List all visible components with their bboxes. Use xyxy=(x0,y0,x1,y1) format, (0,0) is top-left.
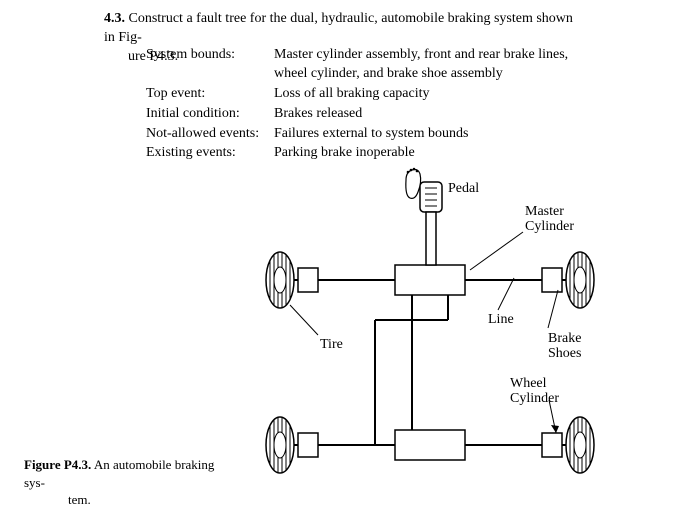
brake-diagram: Pedal Master Cylinder Line Tire Brake Sh… xyxy=(230,170,630,480)
figure-caption: Figure P4.3. An automobile braking sys- … xyxy=(24,456,234,509)
spec-label: Initial condition: xyxy=(146,105,274,124)
spec-label: Not-allowed events: xyxy=(146,125,274,144)
problem-text-line1: Construct a fault tree for the dual, hyd… xyxy=(104,11,573,45)
label-pedal: Pedal xyxy=(448,181,479,196)
spec-row: Top event: Loss of all braking capacity xyxy=(146,85,594,104)
spec-row: Not-allowed events: Failures external to… xyxy=(146,125,594,144)
label-wheel: Wheel xyxy=(510,376,547,391)
spec-value: Master cylinder assembly, front and rear… xyxy=(274,46,594,84)
label-brake: Brake xyxy=(548,331,581,346)
caption-bold: Figure P4.3. xyxy=(24,457,91,472)
pedal-icon xyxy=(406,168,442,265)
label-line: Line xyxy=(488,312,514,327)
spec-value: Parking brake inoperable xyxy=(274,144,594,163)
label-tire: Tire xyxy=(320,337,343,352)
label-cylinder2: Cylinder xyxy=(510,391,559,406)
spec-row: Existing events: Parking brake inoperabl… xyxy=(146,144,594,163)
spec-row: System bounds: Master cylinder assembly,… xyxy=(146,46,594,84)
spec-label: Top event: xyxy=(146,85,274,104)
label-master: Master xyxy=(525,204,564,219)
caption-line2: tem. xyxy=(68,491,234,509)
spec-label: System bounds: xyxy=(146,46,274,84)
label-cylinder: Cylinder xyxy=(525,219,574,234)
label-shoes: Shoes xyxy=(548,346,581,361)
spec-label: Existing events: xyxy=(146,144,274,163)
spec-table: System bounds: Master cylinder assembly,… xyxy=(146,46,594,164)
problem-number: 4.3. xyxy=(104,11,125,26)
spec-row: Initial condition: Brakes released xyxy=(146,105,594,124)
spec-value: Loss of all braking capacity xyxy=(274,85,594,104)
spec-value: Brakes released xyxy=(274,105,594,124)
spec-value: Failures external to system bounds xyxy=(274,125,594,144)
